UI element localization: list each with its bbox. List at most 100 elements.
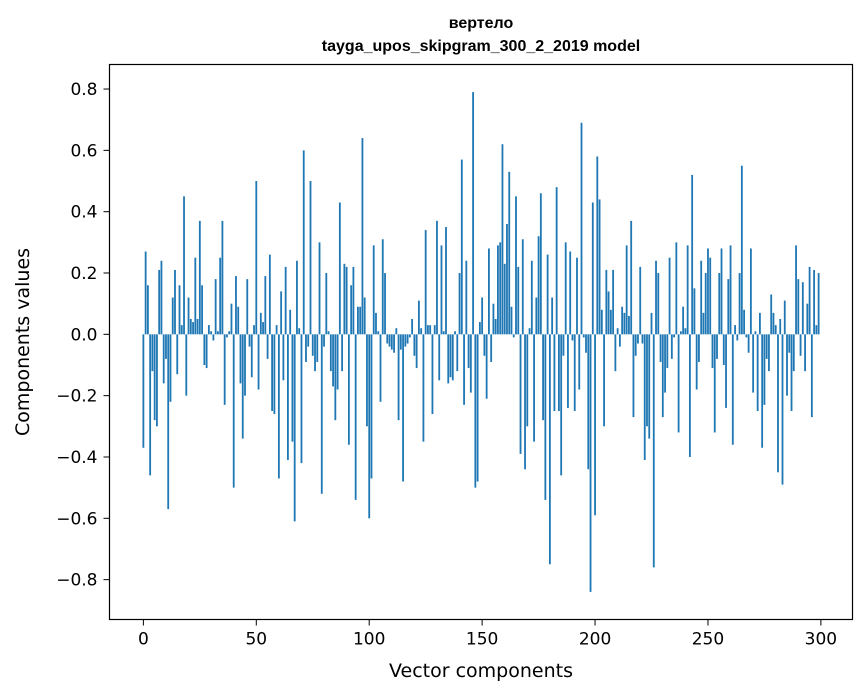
bar-71 <box>302 150 305 335</box>
y-tick-label: 0.8 <box>70 80 97 100</box>
bar-194 <box>580 122 583 335</box>
bar-295 <box>808 266 811 335</box>
bar-203 <box>600 309 603 335</box>
bar-221 <box>641 334 644 344</box>
bar-38 <box>228 331 231 335</box>
bar-79 <box>320 334 323 494</box>
bar-48 <box>250 334 253 378</box>
bar-172 <box>530 260 533 335</box>
bar-64 <box>287 334 289 461</box>
bar-88 <box>341 334 344 372</box>
bar-140 <box>458 273 461 335</box>
bar-101 <box>370 334 373 479</box>
bar-258 <box>725 334 727 408</box>
bar-148 <box>476 334 479 482</box>
bar-292 <box>801 282 804 335</box>
bar-195 <box>582 334 585 338</box>
bar-213 <box>623 312 626 335</box>
bar-250 <box>707 248 709 335</box>
bar-47 <box>248 334 251 347</box>
bar-41 <box>235 276 237 335</box>
bar-223 <box>646 334 648 427</box>
bar-152 <box>485 334 488 399</box>
bar-59 <box>275 325 278 335</box>
bar-231 <box>664 334 666 393</box>
bar-68 <box>296 260 298 335</box>
bar-55 <box>266 334 269 359</box>
bar-16 <box>178 285 181 335</box>
bar-120 <box>413 334 416 356</box>
bar-196 <box>585 334 587 353</box>
bar-281 <box>777 334 779 473</box>
bar-56 <box>268 254 271 335</box>
bar-249 <box>704 273 707 335</box>
bar-129 <box>433 325 436 335</box>
bar-201 <box>596 156 599 335</box>
bar-113 <box>397 334 400 421</box>
bar-261 <box>731 334 734 445</box>
bar-135 <box>447 334 450 384</box>
bar-66 <box>291 334 294 442</box>
bar-200 <box>594 334 596 516</box>
bar-116 <box>404 334 407 347</box>
bar-104 <box>377 331 380 335</box>
bar-227 <box>655 260 657 335</box>
bar-73 <box>307 334 310 347</box>
bar-40 <box>232 334 235 488</box>
bar-0 <box>142 334 145 448</box>
bar-287 <box>790 334 793 411</box>
bar-86 <box>336 334 339 390</box>
bar-279 <box>772 312 775 335</box>
bar-62 <box>282 334 285 381</box>
bar-185 <box>560 334 563 476</box>
bar-215 <box>628 315 630 335</box>
x-tick-label: 100 <box>353 630 385 650</box>
bar-91 <box>347 334 350 445</box>
bar-284 <box>783 300 786 335</box>
bar-173 <box>533 334 535 442</box>
bar-43 <box>239 334 242 384</box>
bar-264 <box>738 273 741 335</box>
bar-248 <box>702 312 705 335</box>
bar-233 <box>668 257 671 335</box>
bar-144 <box>467 334 470 369</box>
bar-289 <box>795 245 797 335</box>
bar-220 <box>639 266 642 335</box>
bar-214 <box>625 245 628 335</box>
bar-288 <box>792 334 795 372</box>
bar-293 <box>804 334 806 372</box>
bar-290 <box>797 279 800 335</box>
bar-267 <box>745 334 748 338</box>
bar-237 <box>677 334 680 433</box>
bar-276 <box>765 334 768 359</box>
bar-108 <box>386 334 389 344</box>
bar-174 <box>535 297 538 335</box>
bar-234 <box>670 334 673 359</box>
bar-236 <box>675 242 678 335</box>
bar-230 <box>661 334 664 418</box>
bar-209 <box>614 334 617 372</box>
bar-126 <box>427 325 429 335</box>
x-tick-label: 300 <box>805 630 837 650</box>
bar-165 <box>515 196 517 335</box>
bar-13 <box>171 297 174 335</box>
bar-241 <box>686 245 689 335</box>
bar-143 <box>465 260 468 335</box>
bar-65 <box>289 309 292 335</box>
bar-45 <box>244 334 246 396</box>
bar-193 <box>578 334 581 390</box>
x-tick-label: 50 <box>245 630 267 650</box>
bar-273 <box>759 312 761 335</box>
bar-153 <box>488 248 490 335</box>
bar-212 <box>621 306 624 335</box>
bar-119 <box>411 319 414 335</box>
bar-112 <box>395 328 398 335</box>
bar-178 <box>544 334 547 500</box>
bar-252 <box>711 334 714 369</box>
bar-122 <box>417 300 420 335</box>
y-tick-label: 0.0 <box>70 325 97 345</box>
y-tick-label: 0.6 <box>70 141 97 161</box>
bar-105 <box>379 334 382 402</box>
bar-170 <box>526 334 529 427</box>
bar-102 <box>372 245 375 335</box>
